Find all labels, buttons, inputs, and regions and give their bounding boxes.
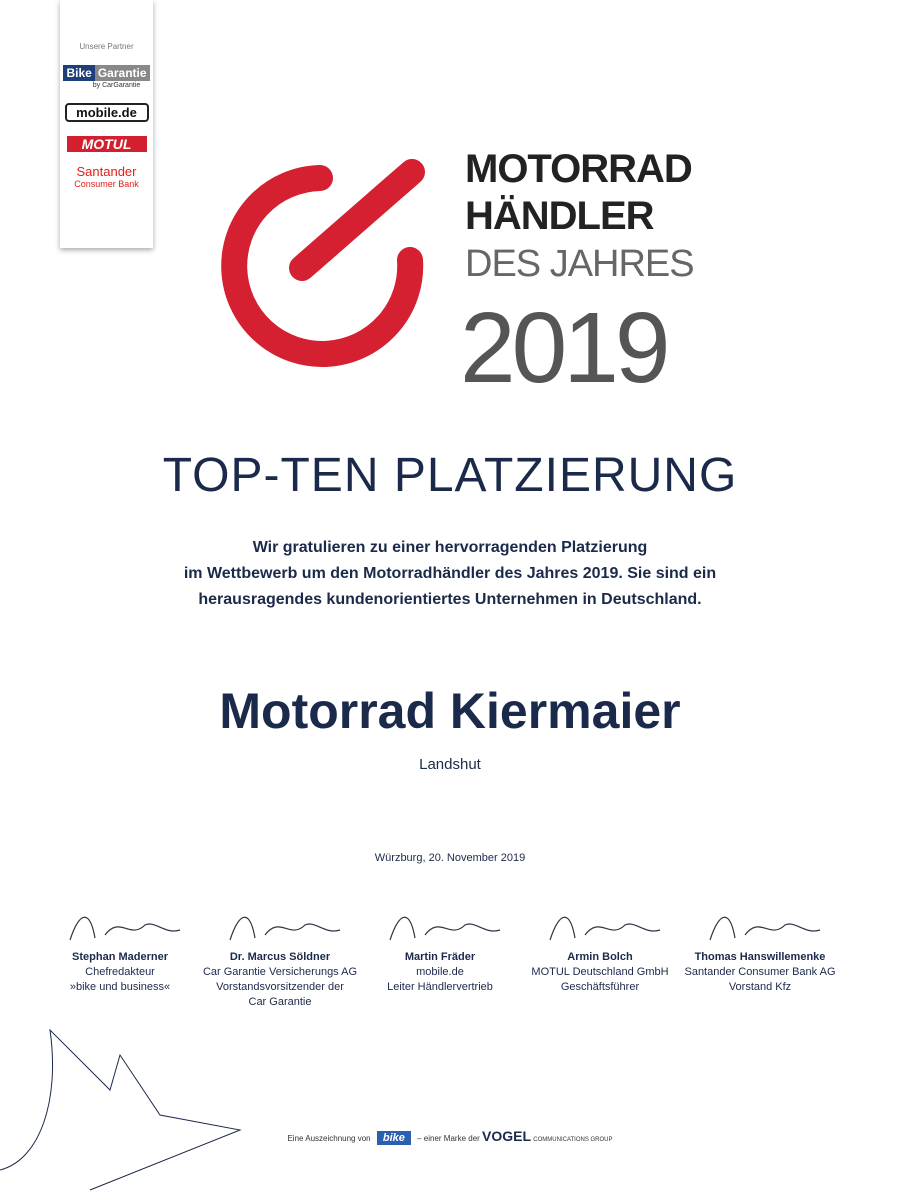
recipient-city: Landshut bbox=[419, 756, 481, 773]
signature-icon bbox=[389, 916, 501, 941]
congratulation-text: Wir gratulieren zu einer hervorragenden … bbox=[183, 539, 717, 608]
signatory-name: Dr. Marcus Söldner bbox=[229, 951, 331, 963]
bike-logo: bike bbox=[376, 1131, 411, 1145]
signatory-name: Stephan Maderner bbox=[72, 951, 168, 963]
signature-icon bbox=[549, 916, 661, 941]
footer: Eine Auszeichnung von bike – einer Marke… bbox=[287, 1128, 613, 1145]
signatory-name: Armin Bolch bbox=[567, 951, 633, 963]
brand-subtitle: DES JAHRES bbox=[465, 243, 695, 285]
signatory: Martin Fräder mobile.de Leiter Händlervert… bbox=[362, 900, 518, 995]
signature-icon bbox=[709, 916, 821, 941]
signatory: Dr. Marcus Söldner Car Garantie Versicher… bbox=[202, 900, 358, 1010]
motul-logo: MOTUL bbox=[66, 136, 147, 152]
signatory-title: Vorstand Kfz bbox=[728, 981, 792, 993]
signatory: Armin Bolch MOTUL Deutschland GmbH Geschäf… bbox=[522, 900, 678, 995]
signatory-title: Leiter Händlervertrieb bbox=[387, 981, 493, 993]
mobile-de-logo: mobile.de bbox=[64, 103, 149, 122]
signatory-title: MOTUL Deutschland GmbH bbox=[531, 966, 669, 978]
signature-icon bbox=[69, 916, 181, 941]
signatory-title: Vorstandsvorsitzender der bbox=[216, 981, 344, 993]
bike-garantie-logo: Bike Garantie bbox=[63, 65, 150, 81]
signature-icon bbox=[229, 916, 341, 941]
power-logo-icon bbox=[221, 159, 425, 367]
partners-panel: Unsere Partner Bike Garantie by CarGarant… bbox=[60, 0, 153, 248]
signatory-title: Car Garantie bbox=[248, 996, 312, 1008]
date-line: Würzburg, 20. November 2019 bbox=[374, 852, 526, 864]
signatory: Stephan Maderner Chefredakteur »bike und b… bbox=[42, 900, 198, 995]
certificate-heading: TOP-TEN PLATZIERUNG bbox=[162, 449, 738, 502]
bird-outline-icon bbox=[0, 1028, 242, 1191]
recipient-name: Motorrad Kiermaier bbox=[219, 683, 681, 739]
santander-sub: Consumer Bank bbox=[74, 179, 139, 189]
santander-logo: Santander bbox=[76, 164, 137, 179]
signatory-title: Car Garantie Versicherungs AG bbox=[202, 966, 358, 978]
signatory-title: Geschäftsführer bbox=[560, 981, 640, 993]
signatory-title: mobile.de bbox=[416, 966, 464, 978]
brand-title: MOTORRAD HÄNDLER bbox=[465, 147, 693, 238]
partners-title: Unsere Partner bbox=[79, 42, 134, 51]
vogel-logo: VOGEL bbox=[482, 1128, 532, 1144]
signatory-title: Santander Consumer Bank AG bbox=[684, 966, 836, 978]
signatory-name: Martin Fräder bbox=[404, 951, 476, 963]
bike-garantie-sub: by CarGarantie bbox=[92, 82, 141, 89]
signatory-title: »bike und business« bbox=[69, 981, 171, 993]
signatory-title: Chefredakteur bbox=[85, 966, 155, 978]
signatory-name: Thomas Hanswillemenke bbox=[694, 951, 826, 963]
brand-year: 2019 bbox=[460, 292, 670, 404]
signatory: Thomas Hanswillemenke Santander Consumer … bbox=[682, 900, 838, 995]
